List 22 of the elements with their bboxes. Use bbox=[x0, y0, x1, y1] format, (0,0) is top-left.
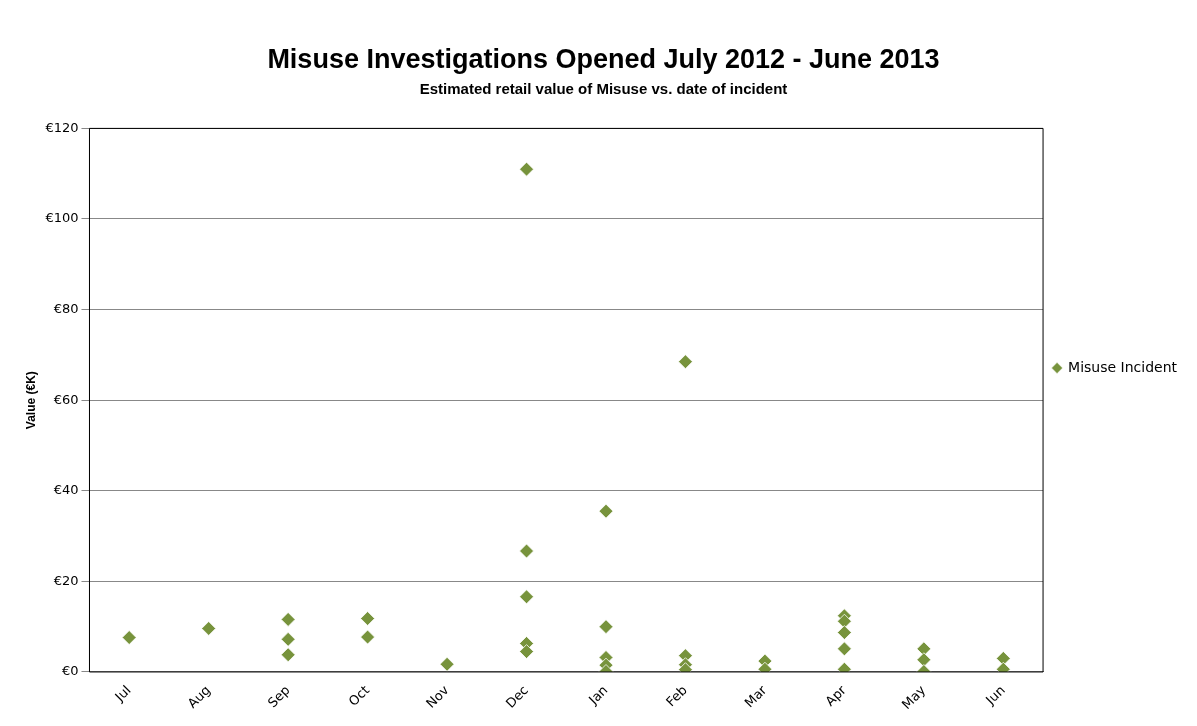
x-tick-label: Mar bbox=[741, 681, 770, 711]
x-tick-label: Jun bbox=[982, 682, 1008, 709]
x-tick-label: Oct bbox=[345, 682, 373, 709]
x-tick-label: Jul bbox=[111, 682, 134, 705]
y-axis-title: Value (€K) bbox=[23, 371, 38, 430]
chart-title: Misuse Investigations Opened July 2012 - June 2013 bbox=[267, 43, 940, 74]
chart-subtitle: Estimated retail value of Misuse vs. date of incident bbox=[419, 79, 788, 97]
y-tick-label: €120 bbox=[45, 119, 79, 135]
x-tick-label: Nov bbox=[423, 682, 452, 711]
legend-label: Misuse Incident bbox=[1068, 358, 1178, 375]
y-tick-label: €40 bbox=[53, 482, 79, 498]
y-tick-label: €0 bbox=[61, 663, 79, 679]
y-tick-label: €60 bbox=[53, 391, 79, 407]
x-tick-label: Apr bbox=[822, 681, 850, 709]
x-tick-label: Dec bbox=[502, 682, 532, 711]
x-tick-label: Sep bbox=[264, 682, 293, 711]
y-tick-label: €80 bbox=[53, 300, 79, 316]
x-tick-label: Jan bbox=[585, 682, 611, 708]
y-tick-label: €20 bbox=[53, 572, 79, 588]
y-tick-label: €100 bbox=[45, 210, 79, 226]
x-tick-label: Aug bbox=[184, 682, 214, 711]
x-tick-label: Feb bbox=[663, 682, 690, 710]
